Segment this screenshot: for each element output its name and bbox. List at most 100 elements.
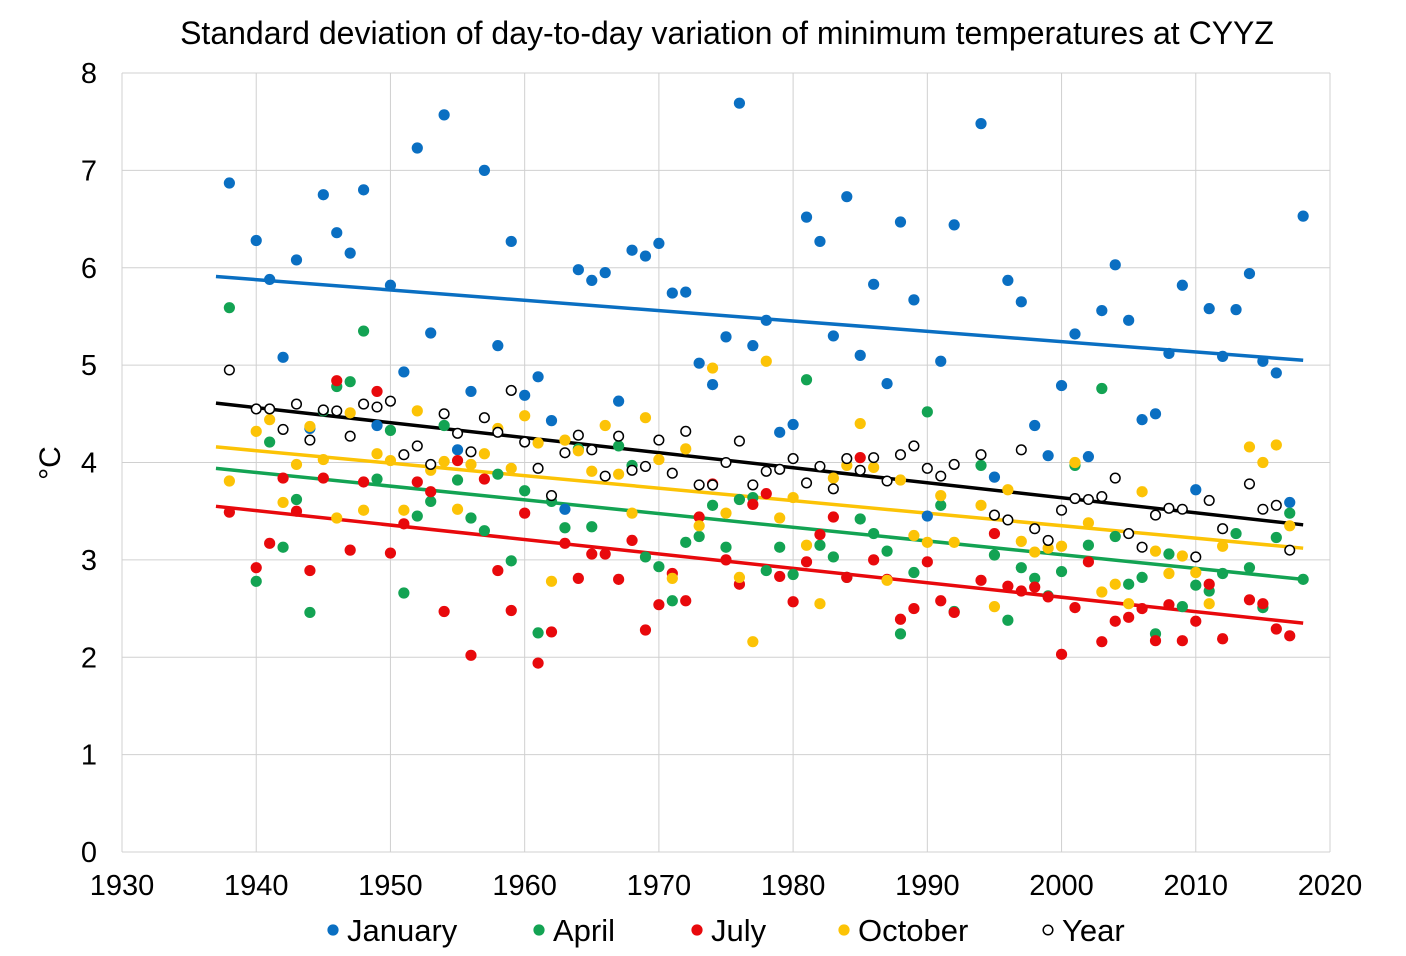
point-january [626, 244, 638, 256]
point-october [733, 571, 746, 584]
point-april [921, 406, 933, 418]
point-april [666, 595, 678, 607]
point-january [881, 378, 893, 390]
point-january [868, 278, 880, 290]
x-tick-label: 1930 [90, 870, 155, 902]
point-october [304, 420, 316, 433]
point-april [1176, 601, 1188, 613]
point-year [1015, 444, 1027, 456]
point-april [720, 541, 732, 553]
point-year [331, 405, 343, 417]
point-january [948, 219, 960, 231]
point-july [1149, 635, 1162, 647]
point-january [760, 314, 772, 326]
point-year [586, 444, 598, 456]
point-july [720, 554, 732, 566]
legend-label-october: October [858, 913, 968, 948]
point-july [304, 564, 316, 577]
point-year [841, 453, 853, 465]
legend-marker-year [1042, 924, 1054, 936]
point-january [653, 237, 665, 250]
legend-label-july: July [711, 913, 767, 948]
point-january [800, 211, 813, 223]
point-year [1109, 472, 1121, 484]
point-year [1029, 523, 1041, 535]
point-july [680, 595, 692, 607]
point-july [908, 602, 920, 615]
point-october [465, 458, 477, 471]
x-axis-ticks: 1930 1940 1950 1960 1970 1980 1990 2000 2010 2020 [90, 870, 1363, 902]
y-tick-label: 2 [81, 642, 97, 674]
point-july [1270, 623, 1282, 635]
point-year [384, 395, 396, 407]
legend-item-april: April [533, 913, 615, 948]
point-january [921, 510, 933, 522]
point-july [626, 534, 638, 547]
point-october [921, 536, 933, 548]
point-april [1123, 578, 1135, 590]
point-october [854, 417, 866, 430]
point-october [1002, 484, 1014, 496]
point-april [344, 376, 356, 388]
point-year [1176, 503, 1188, 515]
point-year [680, 425, 692, 437]
x-tick-label: 1950 [358, 870, 423, 902]
data-points [223, 97, 1309, 669]
x-tick-label: 2000 [1029, 870, 1094, 902]
point-year [572, 429, 584, 441]
point-january [1270, 367, 1282, 379]
point-july [411, 476, 423, 488]
point-year [800, 477, 813, 489]
point-january [1190, 484, 1202, 496]
point-july [1257, 598, 1269, 610]
point-july [1069, 601, 1081, 614]
series-year [223, 364, 1296, 563]
point-october [1015, 535, 1027, 547]
point-january [371, 419, 383, 432]
point-july [774, 570, 786, 583]
point-january [1109, 259, 1121, 271]
point-january [1149, 408, 1162, 420]
point-july [1190, 615, 1202, 627]
point-january [317, 189, 329, 201]
point-january [1069, 328, 1081, 340]
series-october [223, 355, 1296, 648]
point-october [545, 575, 558, 587]
point-july [653, 599, 665, 611]
point-october [384, 454, 397, 467]
point-april [223, 302, 235, 314]
point-year [854, 464, 866, 476]
point-year [639, 460, 652, 472]
point-october [264, 414, 276, 426]
legend-label-april: April [553, 913, 615, 948]
point-july [384, 547, 397, 559]
point-april [975, 459, 987, 472]
point-july [1015, 585, 1027, 597]
point-january [787, 418, 799, 431]
point-year [545, 490, 558, 502]
point-year [277, 423, 289, 435]
trendline-october [215, 445, 1304, 550]
point-october [505, 462, 517, 474]
point-year [653, 434, 665, 446]
point-july [1042, 591, 1054, 603]
point-april [586, 521, 598, 533]
point-october [290, 458, 303, 471]
point-year [693, 479, 705, 491]
point-january [264, 273, 276, 286]
point-january [988, 471, 1001, 483]
point-january [706, 379, 719, 391]
point-april [465, 512, 477, 524]
point-january [1230, 304, 1242, 316]
point-april [532, 627, 544, 639]
point-july [935, 595, 947, 607]
point-april [800, 374, 813, 386]
point-april [478, 525, 490, 537]
point-april [371, 473, 383, 485]
point-year [626, 464, 638, 476]
point-july [1029, 581, 1041, 593]
point-october [451, 503, 464, 515]
point-july [519, 507, 531, 519]
y-tick-label: 7 [81, 155, 97, 187]
point-july [492, 564, 504, 577]
